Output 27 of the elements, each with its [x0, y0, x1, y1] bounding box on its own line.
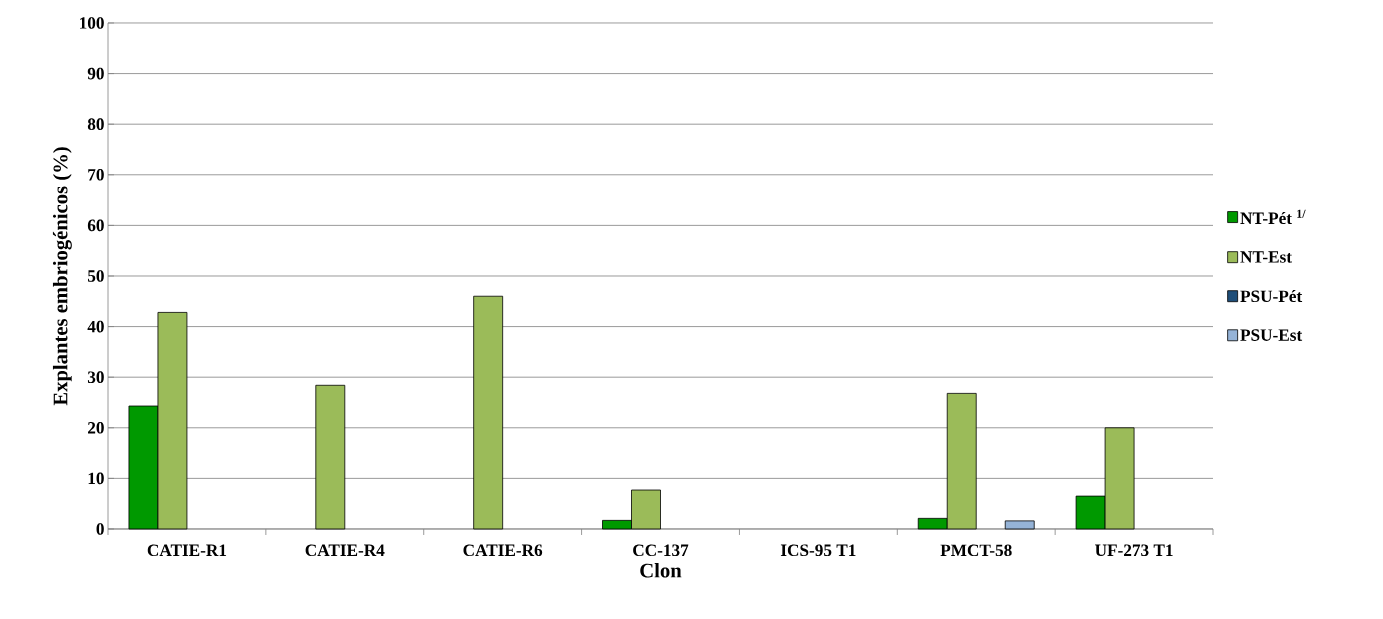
y-tick-label: 40 [87, 320, 104, 333]
x-tick-label: PMCT-58 [940, 544, 1012, 557]
legend-label: NT-Pét $^{1/}$ [1240, 209, 1306, 225]
bar [315, 384, 346, 530]
bar [1004, 520, 1035, 530]
legend-label: PSU-Pét [1240, 289, 1303, 303]
bar [473, 295, 504, 530]
x-axis-title: Clon [640, 562, 682, 578]
y-tick-label: 50 [87, 270, 104, 282]
x-tick-label: UF-273 T1 [1095, 544, 1173, 557]
y-tick-label: 0 [96, 523, 104, 535]
y-tick-label: 20 [88, 421, 104, 434]
y-tick-label: 30 [87, 371, 104, 383]
x-tick-label: CATIE-R1 [147, 544, 227, 557]
y-tick-label: 90 [87, 67, 104, 80]
legend-label: PSU-Est [1240, 329, 1303, 341]
y-tick-label: 70 [88, 168, 104, 181]
y-tick-label: 60 [87, 219, 104, 232]
y-axis-title: Explantes embriogénicos (%) [52, 147, 72, 406]
y-tick-label: 100 [80, 17, 104, 29]
y-tick-label: 10 [88, 472, 104, 485]
legend-label: NT-Est [1240, 251, 1292, 263]
x-tick-label: CC-137 [633, 544, 689, 557]
y-tick-label: 80 [87, 118, 104, 130]
x-tick-label: CATIE-R6 [463, 544, 543, 557]
x-tick-label: ICS-95 T1 [780, 544, 856, 557]
x-tick-label: CATIE-R4 [305, 544, 385, 557]
